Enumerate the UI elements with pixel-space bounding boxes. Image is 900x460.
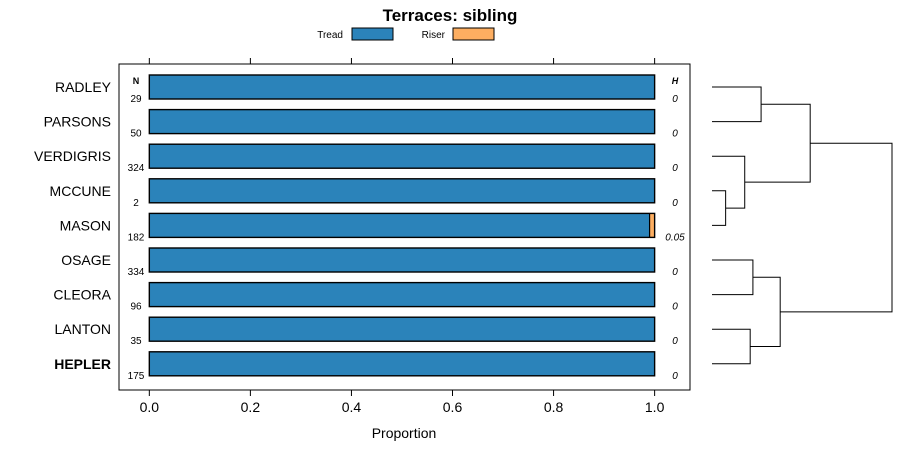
- bar-outline-cleora: [148, 281, 656, 308]
- bar-tread-hepler: [149, 351, 655, 376]
- bar-tread-verdigris: [149, 144, 655, 169]
- bar-tread-cleora: [149, 282, 655, 307]
- n-value-osage: 334: [128, 267, 145, 278]
- bar-outline-osage: [148, 247, 656, 273]
- n-value-radley: 29: [130, 94, 142, 105]
- dendrogram-link-2: [712, 155, 746, 209]
- category-label-parsons: PARSONS: [44, 114, 111, 130]
- bar-outline-mason: [148, 212, 656, 239]
- h-column-header: H: [672, 76, 679, 86]
- dendrogram-link-5: [712, 328, 751, 365]
- bar-outline-hepler: [148, 351, 656, 377]
- bar-tread-mccune: [149, 178, 655, 203]
- row-osage: OSAGE 334 0: [61, 247, 678, 278]
- row-radley: RADLEY 29 0: [55, 74, 678, 105]
- bar-tread-parsons: [149, 109, 655, 134]
- h-value-lanton: 0: [672, 336, 678, 347]
- x-axis-label: Proportion: [372, 425, 437, 441]
- legend-label-tread: Tread: [317, 30, 343, 41]
- row-mason: MASON 182 0.05: [60, 212, 685, 243]
- n-value-mason: 182: [128, 232, 145, 243]
- legend-swatch-riser: [452, 27, 495, 41]
- x-tick-label-0: 0.0: [140, 399, 160, 415]
- x-tick-label-4: 0.8: [544, 399, 564, 415]
- h-value-mccune: 0: [672, 198, 678, 209]
- bar-outline-lanton: [148, 316, 656, 342]
- n-value-verdigris: 324: [128, 163, 145, 174]
- n-value-mccune: 2: [133, 198, 139, 209]
- x-axis: 0.0 0.2 0.4 0.6 0.8 1.0: [140, 58, 665, 415]
- category-label-radley: RADLEY: [55, 79, 112, 95]
- legend-label-riser: Riser: [422, 30, 446, 41]
- h-value-osage: 0: [672, 267, 678, 278]
- dendrogram-link-4: [712, 259, 754, 296]
- bar-riser-mason: [649, 213, 655, 238]
- bar-tread-radley: [149, 75, 655, 99]
- x-tick-label-3: 0.6: [443, 399, 463, 415]
- dendrogram-link-1: [712, 190, 727, 226]
- row-cleora: CLEORA 96 0: [53, 281, 678, 313]
- bar-rows: RADLEY 29 0 PARSONS 50 0 VERDIGRIS 324 0 MCCUNE 2 0…: [34, 74, 685, 382]
- legend: Tread Riser: [317, 27, 495, 41]
- bar-tread-mason: [149, 213, 650, 238]
- row-lanton: LANTON 35 0: [54, 316, 678, 347]
- category-label-osage: OSAGE: [61, 252, 111, 268]
- category-label-lanton: LANTON: [54, 321, 111, 337]
- h-value-mason: 0.05: [665, 232, 685, 243]
- n-value-cleora: 96: [130, 302, 142, 313]
- category-label-mason: MASON: [60, 217, 111, 233]
- row-mccune: MCCUNE 2 0: [50, 178, 678, 209]
- h-value-hepler: 0: [672, 371, 678, 382]
- n-value-hepler: 175: [128, 371, 145, 382]
- dendrogram-link-6: [750, 276, 781, 347]
- n-value-parsons: 50: [130, 129, 142, 140]
- dendrogram-link-7: [780, 142, 893, 313]
- dendrogram-link-3: [744, 103, 811, 183]
- bar-tread-lanton: [149, 317, 655, 342]
- row-hepler: HEPLER 175 0: [54, 351, 678, 382]
- row-verdigris: VERDIGRIS 324 0: [34, 143, 678, 174]
- bar-outline-mccune: [148, 178, 656, 204]
- n-column-header: N: [133, 76, 140, 86]
- x-tick-label-5: 1.0: [645, 399, 665, 415]
- h-value-verdigris: 0: [672, 163, 678, 174]
- h-value-cleora: 0: [672, 302, 678, 313]
- dendrogram-link-0: [712, 86, 762, 123]
- category-label-verdigris: VERDIGRIS: [34, 148, 111, 164]
- bar-outline-verdigris: [148, 143, 656, 169]
- h-value-parsons: 0: [672, 129, 678, 140]
- bar-outline-parsons: [148, 108, 656, 135]
- category-label-hepler: HEPLER: [54, 356, 111, 372]
- bar-outline-radley: [148, 74, 656, 100]
- x-tick-label-1: 0.2: [241, 399, 261, 415]
- x-tick-label-2: 0.4: [342, 399, 362, 415]
- dendrogram: [712, 86, 893, 365]
- h-value-radley: 0: [672, 94, 678, 105]
- n-value-lanton: 35: [130, 336, 142, 347]
- chart-title: Terraces: sibling: [383, 6, 518, 25]
- bar-tread-osage: [149, 248, 655, 272]
- category-label-mccune: MCCUNE: [50, 183, 111, 199]
- plot-panel: [118, 63, 691, 391]
- category-label-cleora: CLEORA: [53, 287, 111, 303]
- row-parsons: PARSONS 50 0: [44, 108, 678, 140]
- legend-swatch-tread: [351, 27, 394, 41]
